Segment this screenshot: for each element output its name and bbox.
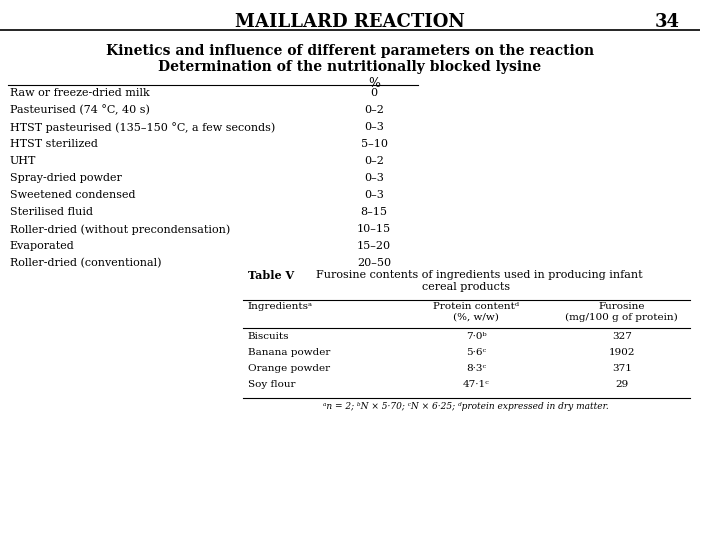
Text: Pasteurised (74 °C, 40 s): Pasteurised (74 °C, 40 s) — [9, 105, 150, 116]
Text: (mg/100 g of protein): (mg/100 g of protein) — [565, 313, 678, 322]
Text: Biscuits: Biscuits — [248, 332, 289, 341]
Text: Orange powder: Orange powder — [248, 364, 330, 373]
Text: MAILLARD REACTION: MAILLARD REACTION — [235, 13, 464, 31]
Text: 47·1ᶜ: 47·1ᶜ — [463, 380, 490, 389]
Text: 371: 371 — [612, 364, 631, 373]
Text: 1902: 1902 — [608, 348, 635, 357]
Text: 5·6ᶜ: 5·6ᶜ — [466, 348, 486, 357]
Text: HTST sterilized: HTST sterilized — [9, 139, 98, 149]
Text: 0–2: 0–2 — [364, 105, 384, 115]
Text: ᵃn = 2; ᵇN × 5·70; ᶜN × 6·25; ᵈprotein expressed in dry matter.: ᵃn = 2; ᵇN × 5·70; ᶜN × 6·25; ᵈprotein e… — [323, 402, 609, 411]
Text: Spray-dried powder: Spray-dried powder — [9, 173, 122, 183]
Text: 15–20: 15–20 — [357, 241, 391, 251]
Text: Banana powder: Banana powder — [248, 348, 330, 357]
Text: Evaporated: Evaporated — [9, 241, 74, 251]
Text: 10–15: 10–15 — [357, 224, 391, 234]
Text: HTST pasteurised (135–150 °C, a few seconds): HTST pasteurised (135–150 °C, a few seco… — [9, 122, 275, 133]
Text: Ingredientsᵃ: Ingredientsᵃ — [248, 302, 313, 311]
Text: Roller-dried (conventional): Roller-dried (conventional) — [9, 258, 161, 268]
Text: Table V: Table V — [248, 270, 294, 281]
Text: 0–2: 0–2 — [364, 156, 384, 166]
Text: Raw or freeze-dried milk: Raw or freeze-dried milk — [9, 88, 150, 98]
Text: Sweetened condensed: Sweetened condensed — [9, 190, 135, 200]
Text: 29: 29 — [615, 380, 629, 389]
Text: %: % — [368, 77, 380, 90]
Text: 8–15: 8–15 — [361, 207, 387, 217]
Text: Soy flour: Soy flour — [248, 380, 295, 389]
Text: 327: 327 — [612, 332, 631, 341]
Text: UHT: UHT — [9, 156, 36, 166]
Text: 5–10: 5–10 — [361, 139, 387, 149]
Text: 0–3: 0–3 — [364, 173, 384, 183]
Text: Determination of the nutritionally blocked lysine: Determination of the nutritionally block… — [158, 60, 541, 74]
Text: 0–3: 0–3 — [364, 122, 384, 132]
Text: 8·3ᶜ: 8·3ᶜ — [466, 364, 486, 373]
Text: 7·0ᵇ: 7·0ᵇ — [466, 332, 487, 341]
Text: Sterilised fluid: Sterilised fluid — [9, 207, 93, 217]
Text: Roller-dried (without precondensation): Roller-dried (without precondensation) — [9, 224, 230, 234]
Text: 20–50: 20–50 — [357, 258, 391, 268]
Text: (%, w/w): (%, w/w) — [453, 313, 499, 322]
Text: Furosine: Furosine — [598, 302, 645, 311]
Text: 0: 0 — [371, 88, 377, 98]
Text: Furosine contents of ingredients used in producing infant: Furosine contents of ingredients used in… — [316, 270, 642, 280]
Text: 0–3: 0–3 — [364, 190, 384, 200]
Text: cereal products: cereal products — [422, 282, 510, 292]
Text: Kinetics and influence of different parameters on the reaction: Kinetics and influence of different para… — [106, 44, 594, 58]
Text: Protein contentᵈ: Protein contentᵈ — [433, 302, 519, 311]
Text: 34: 34 — [655, 13, 680, 31]
